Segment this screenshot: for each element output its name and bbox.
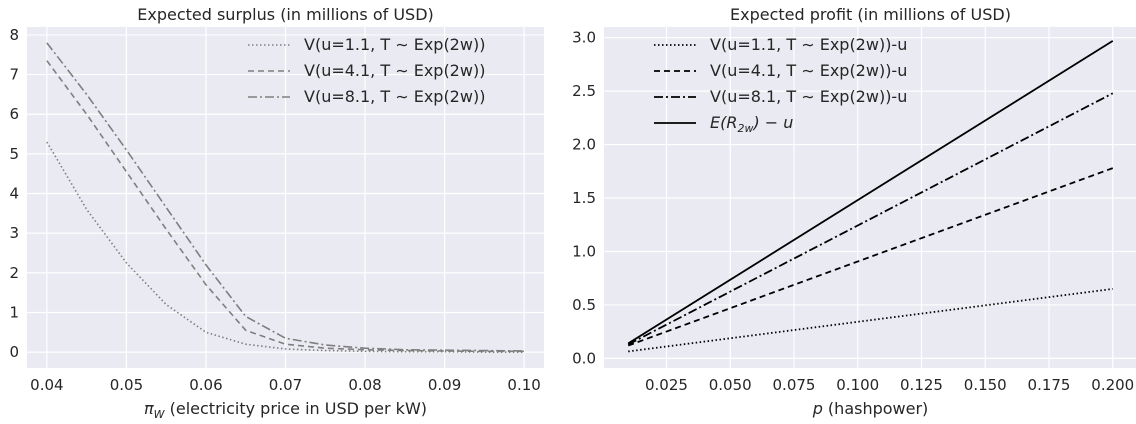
- x-tick-label: 0.025: [645, 376, 688, 394]
- x-tick-label: 0.200: [1091, 376, 1134, 394]
- y-tick-label: 7: [9, 66, 19, 84]
- series-line-1: [46, 141, 525, 353]
- series-line-4: [627, 40, 1114, 345]
- y-tick-label: 6: [9, 105, 19, 123]
- y-tick-label: 2.5: [572, 82, 596, 100]
- x-tick-label: 0.175: [1028, 376, 1071, 394]
- y-tick-label: 8: [9, 26, 19, 44]
- series-line-3: [627, 92, 1114, 346]
- x-tick-label: 0.150: [964, 376, 1007, 394]
- legend-entry-4: E(R2w) − u: [710, 113, 793, 135]
- chart-panel-2: 0.025 0.050 0.075 0.100 0.125 0.150 0.175 0.200…: [572, 5, 1136, 418]
- legend: V(u=1.1, T ∼ Exp(2w))-u V(u=4.1, T ∼ Exp(…: [654, 35, 907, 135]
- y-tick-label: 2.0: [572, 136, 596, 154]
- x-tick-label: 0.09: [428, 376, 461, 394]
- legend-entry-1: V(u=1.1, T ∼ Exp(2w)): [304, 35, 485, 54]
- y-tick-label: 1.0: [572, 242, 596, 260]
- x-tick-label: 0.04: [30, 376, 63, 394]
- y-tick-label: 2: [9, 264, 19, 282]
- y-tick-label: 1.5: [572, 189, 596, 207]
- chart-title: Expected surplus (in millions of USD): [137, 5, 434, 24]
- y-tick-label: 0.0: [572, 349, 596, 367]
- chart-panel-1: 0.04 0.05 0.06 0.07 0.08 0.09 0.10 0 1 2 3 4 5 6 7 8 Exp…: [9, 5, 544, 421]
- legend-entry-3: V(u=8.1, T ∼ Exp(2w))-u: [710, 87, 907, 106]
- series-line-1: [628, 288, 1113, 353]
- legend-entry-1: V(u=1.1, T ∼ Exp(2w))-u: [710, 35, 907, 54]
- y-tick-label: 0.5: [572, 296, 596, 314]
- x-axis-label: πW (electricity price in USD per kW): [144, 399, 427, 421]
- series-line-2: [627, 167, 1114, 347]
- x-tick-label: 0.06: [189, 376, 222, 394]
- x-tick-label: 0.10: [507, 376, 540, 394]
- y-tick-label: 3.0: [572, 29, 596, 47]
- chart-title: Expected profit (in millions of USD): [730, 5, 1011, 24]
- y-tick-label: 3: [9, 224, 19, 242]
- y-tick-label: 1: [9, 303, 19, 321]
- x-tick-label: 0.08: [348, 376, 381, 394]
- x-axis-label: p (hashpower): [812, 399, 929, 418]
- y-tick-label: 4: [9, 185, 19, 203]
- legend-entry-2: V(u=4.1, T ∼ Exp(2w)): [304, 61, 485, 80]
- legend-entry-3: V(u=8.1, T ∼ Exp(2w)): [304, 87, 485, 106]
- y-tick-label: 5: [9, 145, 19, 163]
- legend-entry-2: V(u=4.1, T ∼ Exp(2w))-u: [710, 61, 907, 80]
- x-tick-label: 0.100: [836, 376, 879, 394]
- legend: V(u=1.1, T ∼ Exp(2w)) V(u=4.1, T ∼ Exp(2w…: [248, 35, 485, 106]
- y-tick-label: 0: [9, 343, 19, 361]
- x-tick-label: 0.07: [269, 376, 302, 394]
- x-tick-label: 0.050: [709, 376, 752, 394]
- x-tick-label: 0.125: [900, 376, 943, 394]
- x-tick-label: 0.075: [773, 376, 816, 394]
- x-tick-label: 0.05: [110, 376, 143, 394]
